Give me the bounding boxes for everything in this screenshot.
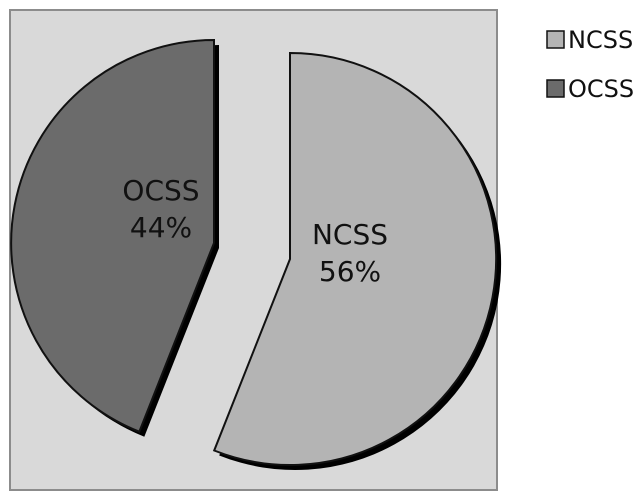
legend: NCSS OCSS (546, 26, 634, 103)
slice-label-ocss-percent: 44% (130, 211, 192, 244)
pie-slice-ocss (10, 38, 215, 433)
legend-label-ocss: OCSS (568, 75, 634, 103)
legend-label-ncss: NCSS (568, 26, 633, 54)
slice-label-ocss-name: OCSS (122, 174, 199, 207)
slice-label-ncss-percent: 56% (319, 255, 381, 288)
legend-swatch-ncss (546, 30, 565, 49)
pie-slices (10, 38, 502, 470)
legend-swatch-ocss (546, 79, 565, 98)
pie-slice-ncss (212, 51, 498, 466)
slice-label-ncss-name: NCSS (312, 218, 388, 251)
